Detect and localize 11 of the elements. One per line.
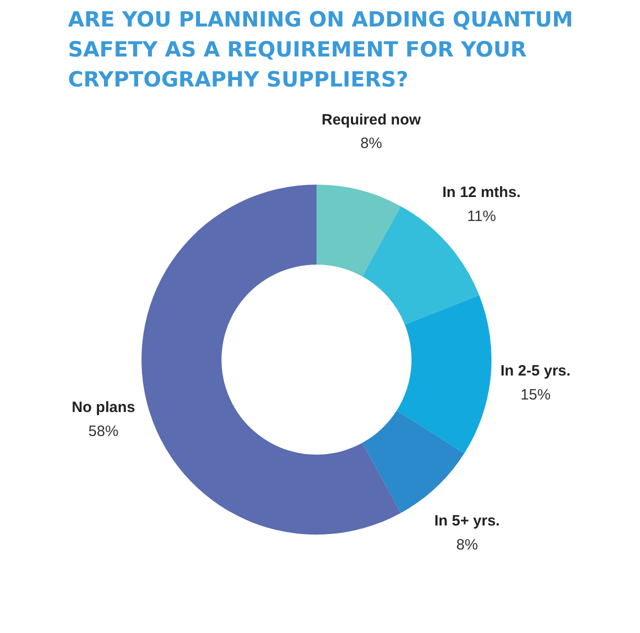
slice-label: In 5+ yrs. xyxy=(434,512,500,530)
data-label: 8% xyxy=(456,536,478,554)
slice-label: No plans xyxy=(72,399,136,416)
data-label: 15% xyxy=(520,386,551,404)
chart-title: ARE YOU PLANNING ON ADDING QUANTUM SAFETY AS A REQUIREMENT FOR YOUR CRYPTOGRAPHY SUPPLIERS? xyxy=(68,8,574,92)
slice-label: In 2-5 yrs. xyxy=(500,362,571,380)
data-label: 58% xyxy=(88,422,118,440)
slice-label: In 12 mths. xyxy=(442,184,521,202)
data-label: 8% xyxy=(360,135,382,152)
slice-label: Required now xyxy=(322,112,422,129)
data-label: 11% xyxy=(467,208,496,225)
